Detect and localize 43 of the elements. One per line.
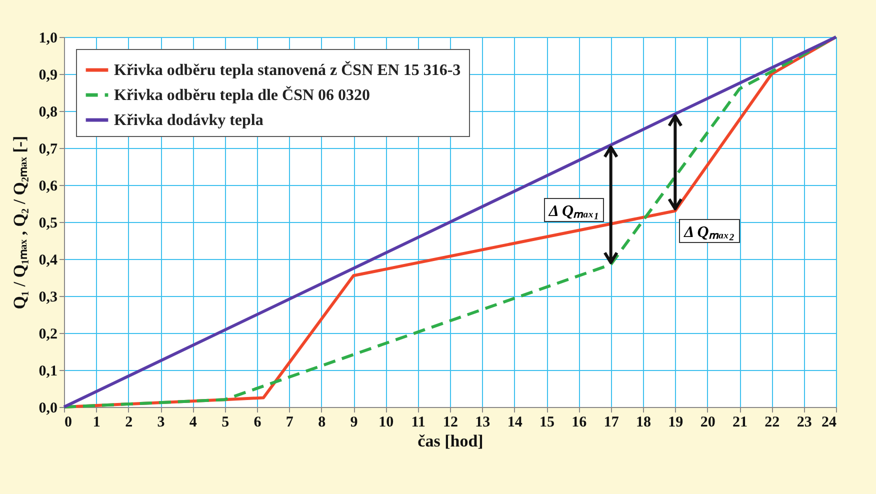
x-tick-label: 19 xyxy=(668,414,684,430)
x-tick-label: 1 xyxy=(92,414,100,430)
x-tick-label: 11 xyxy=(411,414,426,430)
annotation: Δ Qₘₐₓ₁ xyxy=(544,198,604,222)
legend-label: Křivka odběru tepla dle ČSN 06 0320 xyxy=(114,86,370,104)
x-tick-label: 24 xyxy=(822,414,837,430)
y-tick-label: 1,0 xyxy=(38,30,58,46)
annotation: Δ Qₘₐₓ₂ xyxy=(679,218,740,243)
x-tick-label: 2 xyxy=(125,414,133,430)
x-tick-label: 21 xyxy=(732,414,748,430)
x-tick-label: 13 xyxy=(475,414,490,430)
x-tick-label: 7 xyxy=(286,414,294,430)
x-tick-label: 5 xyxy=(222,414,230,430)
x-tick-label: 9 xyxy=(350,414,358,430)
x-tick-label: 14 xyxy=(507,414,523,430)
x-axis-title: čas [hod] xyxy=(418,432,484,450)
y-tick-label: 0,8 xyxy=(38,104,58,120)
x-tick-label: 17 xyxy=(604,414,620,430)
x-tick-label: 20 xyxy=(700,414,716,430)
y-tick-label: 0,3 xyxy=(38,290,58,306)
y-tick-label: 0,4 xyxy=(38,252,58,268)
x-tick-label: 15 xyxy=(540,414,554,430)
x-tick-label: 22 xyxy=(764,414,780,430)
x-tick-label: 6 xyxy=(254,414,262,430)
y-tick-label: 0,6 xyxy=(38,178,58,194)
x-tick-label: 23 xyxy=(796,414,812,430)
legend-label: Křivka dodávky tepla xyxy=(114,112,264,129)
y-tick-label: 0,5 xyxy=(38,216,58,232)
x-tick-label: 16 xyxy=(572,414,588,430)
x-tick-label: 4 xyxy=(189,414,198,430)
x-tick-label: 3 xyxy=(157,414,165,430)
y-tick-label: 0,9 xyxy=(38,68,58,84)
y-tick-label: 0,7 xyxy=(38,142,58,158)
y-axis-title: Q₁ / Q₁ₘₐₓ , Q₂ / Q₂ₘₐₓ [-] xyxy=(10,136,29,310)
x-tick-label: 0 xyxy=(64,414,72,430)
x-tick-label: 12 xyxy=(443,414,458,430)
y-tick-label: 0,1 xyxy=(38,364,58,380)
x-tick-label: 18 xyxy=(636,414,651,430)
x-tick-label: 10 xyxy=(378,414,394,430)
x-tick-label: 8 xyxy=(318,414,326,430)
y-tick-label: 0,0 xyxy=(38,400,58,416)
legend-label: Křivka odběru tepla stanovená z ČSN EN 15 316-3 xyxy=(114,61,461,79)
y-tick-label: 0,2 xyxy=(38,326,58,342)
